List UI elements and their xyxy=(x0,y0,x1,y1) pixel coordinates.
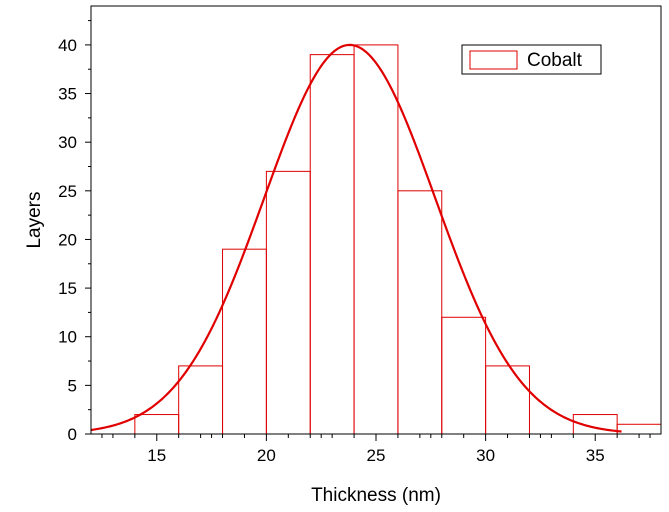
y-tick-label: 5 xyxy=(68,376,77,395)
histogram-bar xyxy=(616,423,662,435)
y-tick-label: 15 xyxy=(58,279,77,298)
legend-swatch xyxy=(469,50,518,70)
x-tick-label: 35 xyxy=(586,446,605,465)
histogram-bar xyxy=(353,44,399,435)
histogram-bar xyxy=(222,248,267,435)
histogram-bar xyxy=(134,414,180,435)
x-axis-label: Thickness (nm) xyxy=(311,485,441,506)
y-tick-label: 20 xyxy=(58,230,77,249)
legend-label: Cobalt xyxy=(527,50,583,71)
histogram-bar xyxy=(397,190,443,435)
y-tick-label: 10 xyxy=(58,328,77,347)
y-axis-label: Layers xyxy=(24,191,45,248)
histogram-bar xyxy=(485,365,530,435)
x-tick-label: 20 xyxy=(257,446,276,465)
x-tick-label: 25 xyxy=(367,446,386,465)
fit-curve xyxy=(90,43,622,433)
x-tick-label: 15 xyxy=(147,446,166,465)
y-tick-label: 25 xyxy=(58,182,77,201)
histogram-bar xyxy=(178,365,224,435)
legend: Cobalt xyxy=(461,44,602,75)
x-axis-ticks: 15 20 25 30 35 xyxy=(101,434,651,465)
y-tick-label: 0 xyxy=(68,425,77,444)
y-tick-label: 35 xyxy=(58,85,77,104)
histogram-bar xyxy=(309,54,355,435)
histogram-bar xyxy=(265,170,311,435)
x-tick-label: 30 xyxy=(476,446,495,465)
y-tick-label: 30 xyxy=(58,133,77,152)
y-tick-label: 40 xyxy=(58,36,77,55)
histogram-bar xyxy=(441,316,487,435)
y-axis-ticks: 0 5 10 15 20 25 30 35 40 xyxy=(58,20,91,444)
